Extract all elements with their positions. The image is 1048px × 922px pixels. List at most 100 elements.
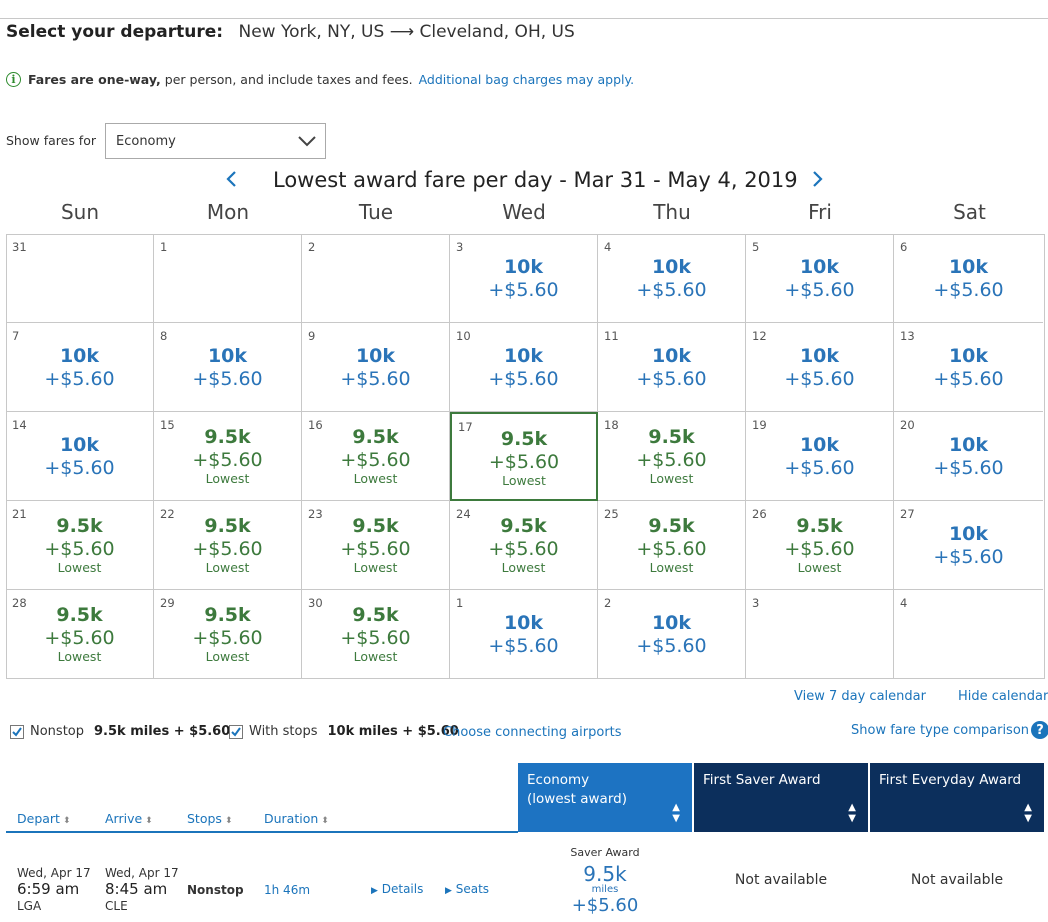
calendar-day-cell[interactable]: 25 9.5k +$5.60 Lowest	[598, 501, 746, 590]
calendar-day-cell[interactable]: 11 10k +$5.60	[598, 323, 746, 412]
calendar-day-cell[interactable]: 6 10k +$5.60	[894, 234, 1043, 323]
fare-miles: 10k	[948, 523, 989, 545]
calendar-day-cell[interactable]: 22 9.5k +$5.60 Lowest	[154, 501, 302, 590]
day-number: 20	[900, 418, 915, 432]
calendar-day-cell[interactable]: 19 10k +$5.60	[746, 412, 894, 501]
chevron-left-icon	[226, 171, 236, 187]
day-header-sat: Sat	[953, 200, 986, 224]
lowest-fare-tag: Lowest	[502, 473, 546, 488]
details-link[interactable]: ▶ Details	[371, 882, 423, 896]
fare-miles: 10k	[651, 256, 692, 278]
fare-class-select[interactable]: Economy	[105, 123, 326, 159]
flight-arrive: Wed, Apr 17 8:45 am CLE	[105, 866, 179, 913]
day-fare: 10k +$5.60	[6, 345, 153, 391]
fare-miles: 9.5k	[500, 428, 548, 450]
fare-miles: 10k	[799, 434, 840, 456]
day-fare: 10k +$5.60	[6, 434, 153, 480]
calendar-day-cell[interactable]: 9 10k +$5.60	[302, 323, 450, 412]
sort-stops[interactable]: Stops ⬍	[187, 811, 232, 826]
fare-miles: 9.5k	[204, 604, 251, 626]
first-saver-cell: Not available	[734, 872, 828, 888]
fare-type-comparison-link[interactable]: Show fare type comparison	[851, 722, 1030, 738]
calendar-day-cell[interactable]: 29 9.5k +$5.60 Lowest	[154, 590, 302, 679]
calendar-day-cell[interactable]: 8 10k +$5.60	[154, 323, 302, 412]
fare-tax: +$5.60	[784, 538, 855, 560]
calendar-day-cell[interactable]: 10 10k +$5.60	[450, 323, 598, 412]
fare-tax: +$5.60	[933, 279, 1004, 301]
help-icon[interactable]: ?	[1031, 721, 1048, 739]
fare-tax: +$5.60	[784, 457, 855, 479]
day-number: 4	[604, 240, 612, 254]
with-stops-label: With stops	[249, 724, 318, 739]
next-month-arrow[interactable]	[811, 168, 825, 196]
calendar-day-cell[interactable]: 4 10k +$5.60	[598, 234, 746, 323]
calendar-day-cell[interactable]: 17 9.5k +$5.60 Lowest	[450, 412, 598, 501]
sort-duration[interactable]: Duration ⬍	[264, 811, 329, 826]
checkmark-icon	[12, 726, 22, 737]
sort-icon: ⬍	[62, 816, 71, 826]
sort-icon: ▲ ▼	[1024, 802, 1032, 824]
calendar-day-cell[interactable]: 24 9.5k +$5.60 Lowest	[450, 501, 598, 590]
cabin-economy-header[interactable]: Economy (lowest award) ▲ ▼	[518, 763, 692, 832]
fare-tax: +$5.60	[933, 368, 1004, 390]
cabin-first-saver-header[interactable]: First Saver Award ▲ ▼	[694, 763, 868, 832]
choose-connecting-airports-link[interactable]: Choose connecting airports	[443, 725, 622, 740]
fare-tax: +$5.60	[192, 627, 263, 649]
day-fare: 10k +$5.60	[746, 434, 893, 480]
fare-class-value: Economy	[116, 133, 176, 149]
depart-header: Depart	[17, 811, 60, 826]
calendar-day-cell[interactable]: 18 9.5k +$5.60 Lowest	[598, 412, 746, 501]
nonstop-checkbox[interactable]	[10, 724, 24, 739]
calendar-day-cell[interactable]: 1 10k +$5.60	[450, 590, 598, 679]
day-fare: 9.5k +$5.60 Lowest	[450, 515, 597, 575]
sort-depart[interactable]: Depart ⬍	[17, 811, 71, 826]
fare-miles: 9.5k	[204, 515, 251, 537]
calendar-day-cell[interactable]: 30 9.5k +$5.60 Lowest	[302, 590, 450, 679]
fare-miles: 10k	[503, 345, 544, 367]
view-7-day-calendar-link[interactable]: View 7 day calendar	[794, 689, 926, 704]
with-stops-checkbox[interactable]	[229, 724, 243, 739]
day-fare: 9.5k +$5.60 Lowest	[302, 515, 449, 575]
calendar-day-cell[interactable]: 16 9.5k +$5.60 Lowest	[302, 412, 450, 501]
calendar-day-cell[interactable]: 28 9.5k +$5.60 Lowest	[6, 590, 154, 679]
bag-charges-link[interactable]: Additional bag charges may apply.	[418, 72, 635, 87]
calendar-day-cell[interactable]: 5 10k +$5.60	[746, 234, 894, 323]
lowest-fare-tag: Lowest	[205, 560, 250, 575]
economy-fare-cell[interactable]: Saver Award 9.5k miles +$5.60	[518, 846, 692, 916]
day-number: 25	[604, 507, 619, 521]
day-number: 3	[456, 240, 464, 254]
day-number: 12	[752, 329, 767, 343]
day-number: 31	[12, 240, 27, 254]
calendar-day-cell[interactable]: 14 10k +$5.60	[6, 412, 154, 501]
route-text: New York, NY, US ⟶ Cleveland, OH, US	[238, 22, 575, 42]
fare-tax: +$5.60	[636, 635, 707, 657]
cabin-first-everyday-header[interactable]: First Everyday Award ▲ ▼	[870, 763, 1044, 832]
fare-tax: +$5.60	[636, 449, 707, 471]
day-fare: 9.5k +$5.60 Lowest	[154, 426, 301, 486]
fare-miles: 10k	[948, 345, 989, 367]
calendar-day-cell[interactable]: 23 9.5k +$5.60 Lowest	[302, 501, 450, 590]
depart-time: 6:59 am	[17, 880, 80, 898]
fare-type-comparison[interactable]: Show fare type comparison ?	[851, 721, 1048, 739]
nonstop-filter[interactable]: Nonstop 9.5k miles + $5.60	[10, 724, 230, 739]
calendar-day-cell[interactable]: 20 10k +$5.60	[894, 412, 1043, 501]
seats-link[interactable]: ▶ Seats	[445, 882, 489, 896]
prev-month-arrow[interactable]	[224, 168, 238, 196]
calendar-day-cell[interactable]: 27 10k +$5.60	[894, 501, 1043, 590]
stops-header: Stops	[187, 811, 222, 826]
calendar-day-cell[interactable]: 13 10k +$5.60	[894, 323, 1043, 412]
calendar-day-cell[interactable]: 12 10k +$5.60	[746, 323, 894, 412]
calendar-day-cell[interactable]: 2 10k +$5.60	[598, 590, 746, 679]
with-stops-filter[interactable]: With stops 10k miles + $5.60	[229, 724, 459, 739]
calendar-day-cell[interactable]: 26 9.5k +$5.60 Lowest	[746, 501, 894, 590]
duration-header: Duration	[264, 811, 319, 826]
sort-arrive[interactable]: Arrive ⬍	[105, 811, 153, 826]
calendar-day-cell[interactable]: 7 10k +$5.60	[6, 323, 154, 412]
day-number: 6	[900, 240, 908, 254]
day-number: 3	[752, 596, 760, 610]
calendar-day-cell[interactable]: 15 9.5k +$5.60 Lowest	[154, 412, 302, 501]
calendar-day-cell[interactable]: 21 9.5k +$5.60 Lowest	[6, 501, 154, 590]
lowest-fare-tag: Lowest	[353, 649, 398, 664]
hide-calendar-link[interactable]: Hide calendar	[958, 689, 1048, 704]
calendar-day-cell[interactable]: 3 10k +$5.60	[450, 234, 598, 323]
